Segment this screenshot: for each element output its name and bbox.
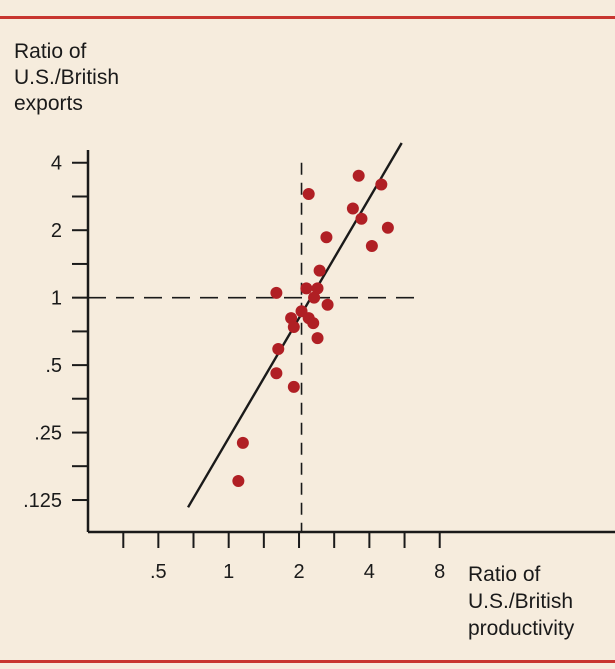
data-point bbox=[232, 474, 245, 487]
data-point bbox=[311, 332, 324, 345]
y-tick-label: .125 bbox=[23, 490, 62, 512]
data-point bbox=[320, 231, 333, 244]
data-point bbox=[355, 212, 368, 225]
data-point bbox=[270, 367, 283, 380]
x-tick-label: 4 bbox=[364, 561, 375, 583]
x-tick-label: 8 bbox=[434, 561, 445, 583]
ticks: 4 2 1 .5 .25 .125 .5 1 2 4 8 bbox=[23, 153, 445, 583]
data-point bbox=[272, 343, 285, 356]
y-tick-label: 1 bbox=[51, 288, 62, 310]
data-point bbox=[311, 282, 324, 295]
y-tick-label: .5 bbox=[45, 355, 62, 377]
data-point bbox=[236, 436, 249, 449]
data-point bbox=[287, 380, 300, 393]
y-tick-label: 2 bbox=[51, 220, 62, 242]
data-point bbox=[300, 282, 313, 295]
y-tick-label: 4 bbox=[51, 153, 62, 175]
y-tick-label: .25 bbox=[34, 423, 62, 445]
axes bbox=[86, 150, 615, 534]
x-tick-label: 1 bbox=[223, 561, 234, 583]
y-axis-title-line-2: U.S./British bbox=[14, 66, 119, 89]
x-axis-title-line-2: U.S./British bbox=[468, 590, 573, 613]
y-axis-title-line-1: Ratio of bbox=[14, 40, 87, 63]
data-point bbox=[313, 264, 326, 277]
data-point bbox=[375, 178, 388, 191]
x-axis-title: Ratio of U.S./British productivity bbox=[468, 563, 575, 640]
data-point bbox=[307, 317, 320, 330]
data-point bbox=[381, 221, 394, 234]
x-axis-title-line-3: productivity bbox=[468, 617, 575, 640]
y-axis-title: Ratio of U.S./British exports bbox=[14, 40, 119, 115]
data-point bbox=[352, 169, 365, 182]
reference-lines bbox=[88, 162, 416, 532]
data-points bbox=[232, 169, 394, 487]
data-point bbox=[321, 298, 334, 311]
data-point bbox=[270, 286, 283, 299]
bottom-border bbox=[0, 660, 615, 663]
top-border bbox=[0, 0, 615, 19]
data-point bbox=[308, 291, 321, 304]
data-point bbox=[287, 320, 300, 333]
data-point bbox=[302, 188, 315, 201]
data-point bbox=[365, 240, 378, 253]
x-tick-label: .5 bbox=[150, 561, 167, 583]
x-axis-title-line-1: Ratio of bbox=[468, 563, 541, 586]
x-tick-label: 2 bbox=[293, 561, 304, 583]
data-point bbox=[346, 202, 359, 215]
y-axis-title-line-3: exports bbox=[14, 92, 83, 115]
